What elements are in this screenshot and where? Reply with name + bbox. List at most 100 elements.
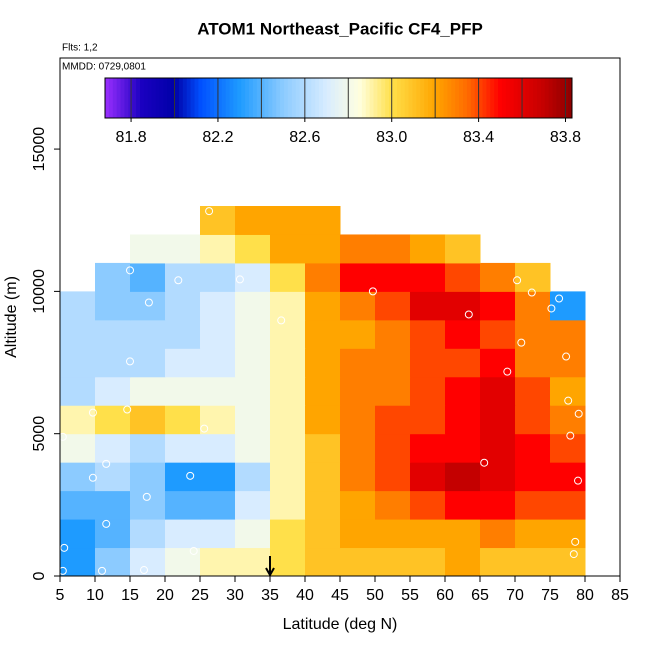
colorbar-swatch bbox=[564, 78, 569, 118]
colorbar-swatch bbox=[256, 78, 262, 118]
colorbar-swatch bbox=[225, 78, 231, 118]
heat-cell bbox=[410, 462, 446, 492]
colorbar-swatch bbox=[280, 78, 285, 118]
sample-point bbox=[144, 298, 153, 307]
colorbar-swatch bbox=[143, 78, 149, 118]
heat-cell bbox=[200, 319, 236, 349]
heat-cell bbox=[305, 348, 341, 378]
heat-cell bbox=[60, 462, 96, 492]
colorbar-swatch bbox=[357, 78, 363, 118]
colorbar-swatch bbox=[163, 78, 168, 118]
colorbar-swatch bbox=[105, 78, 110, 118]
sample-point bbox=[200, 424, 209, 433]
sample-point bbox=[123, 405, 132, 414]
heat-cell bbox=[410, 319, 446, 349]
heat-cell bbox=[480, 462, 516, 492]
heat-cell bbox=[480, 433, 516, 463]
arrow-head bbox=[265, 567, 275, 578]
colorbar-swatch bbox=[241, 78, 246, 118]
colorbar-swatch bbox=[412, 78, 417, 118]
heat-cell bbox=[550, 462, 586, 492]
colorbar-swatch bbox=[513, 78, 519, 118]
colorbar-swatch bbox=[151, 78, 157, 118]
colorbar-swatch bbox=[525, 78, 530, 118]
heat-cell bbox=[515, 319, 551, 349]
heat-cell bbox=[445, 490, 481, 520]
colorbar-swatch bbox=[245, 78, 250, 118]
heat-cell bbox=[130, 405, 166, 435]
colorbar-swatch bbox=[404, 78, 410, 118]
heat-cell bbox=[375, 348, 411, 378]
x-tick-label: 55 bbox=[401, 587, 419, 604]
colorbar-swatch bbox=[198, 78, 203, 118]
heat-cell bbox=[235, 348, 271, 378]
colorbar-swatch bbox=[490, 78, 495, 118]
x-tick-label: 70 bbox=[506, 587, 524, 604]
heat-cell bbox=[410, 376, 446, 406]
heat-cell bbox=[60, 319, 96, 349]
heat-cell bbox=[270, 519, 306, 549]
x-tick-label: 5 bbox=[56, 587, 65, 604]
x-tick-label: 75 bbox=[541, 587, 559, 604]
heat-cell bbox=[95, 519, 131, 549]
heat-cell bbox=[165, 519, 201, 549]
heat-cell bbox=[60, 291, 96, 321]
sample-point bbox=[517, 338, 526, 347]
heat-cell bbox=[235, 262, 271, 292]
heat-cell bbox=[375, 291, 411, 321]
heat-cell bbox=[95, 490, 131, 520]
heat-cell bbox=[480, 291, 516, 321]
heat-cell bbox=[445, 319, 481, 349]
heat-cell bbox=[60, 348, 96, 378]
heat-cell bbox=[130, 376, 166, 406]
y-tick-label: 0 bbox=[31, 571, 48, 580]
heat-cell bbox=[340, 348, 376, 378]
sample-point bbox=[142, 492, 151, 501]
heat-cell bbox=[95, 376, 131, 406]
colorbar-swatch bbox=[466, 78, 472, 118]
colorbar-swatch bbox=[354, 78, 359, 118]
colorbar-swatch bbox=[299, 78, 304, 118]
heat-cell bbox=[270, 291, 306, 321]
heat-cell bbox=[235, 433, 271, 463]
sample-point bbox=[58, 566, 67, 575]
colorbar-swatch bbox=[167, 78, 172, 118]
heat-cell bbox=[60, 433, 96, 463]
colorbar-swatch bbox=[217, 78, 223, 118]
colorbar-tick-label: 82.6 bbox=[289, 129, 320, 146]
colorbar-swatch bbox=[552, 78, 557, 118]
colorbar-swatch bbox=[478, 78, 483, 118]
colorbar-swatch bbox=[319, 78, 324, 118]
colorbar-swatch bbox=[132, 78, 137, 118]
colorbar-swatch bbox=[291, 78, 297, 118]
x-axis-label: Latitude (deg N) bbox=[283, 616, 398, 633]
heat-cell bbox=[375, 462, 411, 492]
x-tick-label: 60 bbox=[436, 587, 454, 604]
heat-cell bbox=[550, 291, 586, 321]
heat-cell bbox=[445, 547, 481, 577]
x-tick-label: 25 bbox=[191, 587, 209, 604]
colorbar-swatch bbox=[482, 78, 487, 118]
heat-cell bbox=[235, 462, 271, 492]
heat-cell bbox=[60, 490, 96, 520]
colorbar-swatch bbox=[463, 78, 468, 118]
heat-cell bbox=[550, 348, 586, 378]
colorbar-swatch bbox=[494, 78, 499, 118]
heat-cell bbox=[445, 462, 481, 492]
colorbar-swatch bbox=[548, 78, 554, 118]
heat-cell bbox=[130, 547, 166, 577]
heat-cell bbox=[305, 319, 341, 349]
colorbar-swatch bbox=[373, 78, 378, 118]
heat-cell bbox=[60, 547, 96, 577]
colorbar-swatch bbox=[315, 78, 320, 118]
colorbar-swatch bbox=[233, 78, 238, 118]
heat-cell bbox=[410, 291, 446, 321]
sample-point bbox=[102, 459, 111, 468]
heat-cell bbox=[130, 262, 166, 292]
colorbar-swatch bbox=[501, 78, 507, 118]
heat-cell bbox=[375, 376, 411, 406]
heat-cell bbox=[270, 348, 306, 378]
heat-cell bbox=[480, 376, 516, 406]
heat-cell bbox=[95, 405, 131, 435]
heat-cell bbox=[305, 462, 341, 492]
